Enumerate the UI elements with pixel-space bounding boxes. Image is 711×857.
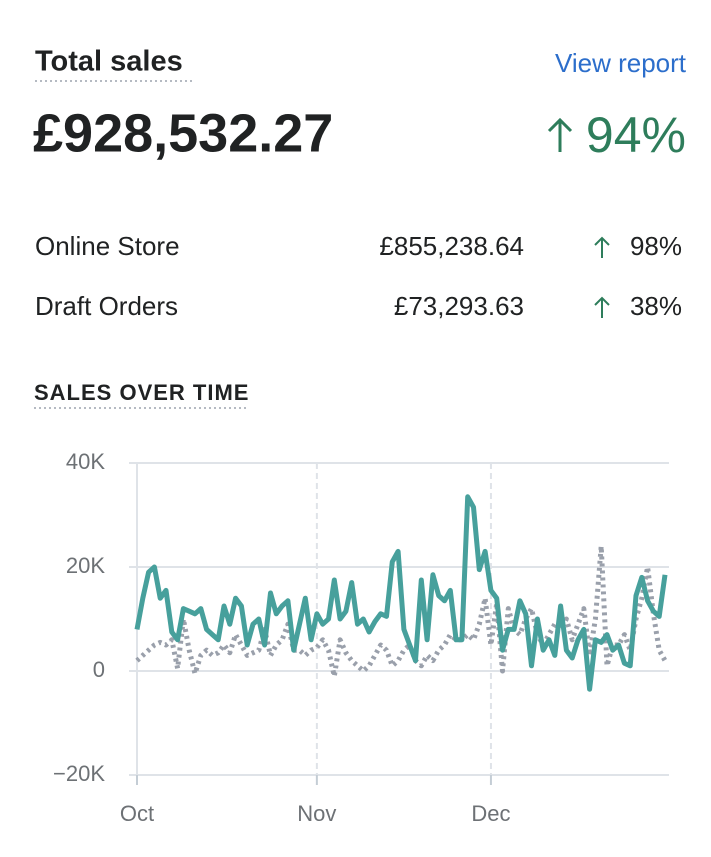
total-value: £928,532.27	[33, 103, 333, 163]
y-tick-label: 20K	[66, 553, 105, 578]
plot: 40K 20K 0 −20K Oct Nov Dec	[53, 449, 669, 826]
row-change: 38%	[630, 291, 682, 321]
up-arrow	[594, 236, 610, 258]
view-report-link[interactable]: View report	[555, 48, 687, 78]
up-arrow	[594, 296, 610, 318]
row-label: Draft Orders	[35, 291, 178, 321]
series-line	[134, 494, 668, 692]
total-change: 94%	[586, 107, 686, 163]
y-tick-label: −20K	[53, 761, 105, 786]
section-title: SALES OVER TIME	[34, 380, 249, 405]
card-title[interactable]: Total sales	[35, 46, 183, 78]
series-line	[135, 543, 668, 679]
x-tick-label: Dec	[471, 801, 510, 826]
row-amount: £855,238.64	[379, 231, 524, 261]
x-tick-label: Oct	[120, 801, 154, 826]
row-change: 98%	[630, 231, 682, 261]
row-label: Online Store	[35, 231, 180, 261]
x-tick-label: Nov	[297, 801, 336, 826]
y-tick-label: 40K	[66, 449, 105, 474]
up-arrow	[547, 117, 573, 152]
y-tick-label: 0	[93, 657, 105, 682]
row-amount: £73,293.63	[394, 291, 524, 321]
